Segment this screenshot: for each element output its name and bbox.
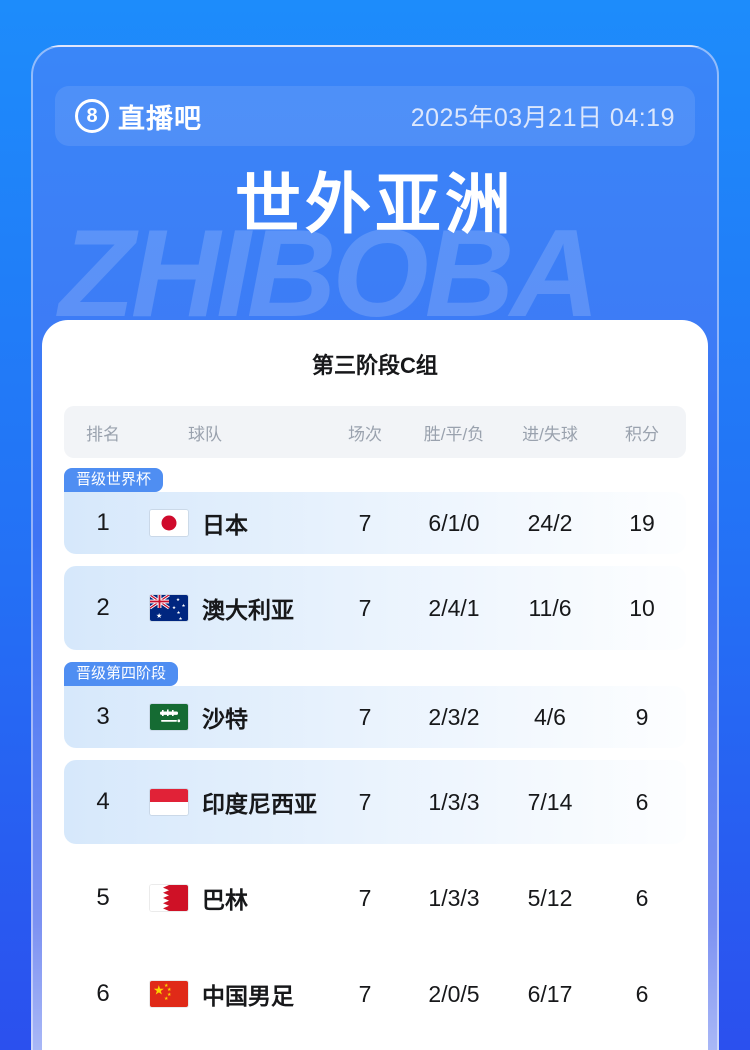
games-played: 7 (358, 884, 372, 911)
flag-saudi-arabia-icon (150, 704, 188, 730)
flag-bahrain-icon (150, 885, 188, 911)
header-points: 积分 (625, 424, 659, 444)
svg-text:★: ★ (177, 610, 181, 615)
rank: 2 (96, 594, 110, 621)
zhibo8-logo: 8 直播吧 (75, 97, 202, 136)
goals-for-against: 4/6 (534, 703, 566, 730)
table-row: 5 巴林 7 1/3/3 5/12 6 (64, 856, 686, 940)
points: 9 (635, 703, 649, 730)
table-row: 晋级第四阶段 3 (64, 662, 686, 748)
table-row: 6 ★ ★ ★ ★ ★ 中国男足 7 2/0/5 6/17 (64, 952, 686, 1036)
rank: 4 (96, 788, 110, 815)
team-name: 印度尼西亚 (202, 791, 317, 817)
card-title: 第三阶段C组 (312, 353, 438, 378)
header-team: 球队 (188, 424, 222, 444)
team-name: 沙特 (202, 706, 248, 732)
goals-for-against: 6/17 (527, 980, 573, 1007)
svg-text:★: ★ (179, 616, 183, 621)
points: 6 (635, 788, 649, 815)
svg-text:★: ★ (182, 603, 186, 608)
page-title: 世外亚洲 (235, 167, 515, 241)
header-bar: 8 直播吧 2025年03月21日 04:19 (55, 86, 695, 146)
standings-card: 第三阶段C组 排名 球队 场次 胜/平/负 进/失球 积分 晋级世界杯 1 (42, 320, 708, 1050)
win-draw-loss: 1/3/3 (428, 788, 480, 815)
table-row: 2 ★ ★ ★ ★ ★ ★ (64, 566, 686, 650)
points: 6 (635, 884, 649, 911)
svg-text:★: ★ (153, 983, 165, 998)
goals-for-against: 24/2 (527, 509, 573, 536)
datetime: 2025年03月21日 04:19 (410, 104, 675, 132)
qualify-stage4-badge: 晋级第四阶段 (64, 662, 179, 686)
points: 10 (629, 594, 655, 621)
rank: 3 (96, 703, 110, 730)
games-played: 7 (358, 788, 372, 815)
games-played: 7 (358, 594, 372, 621)
svg-text:★: ★ (164, 983, 169, 989)
qualify-world-cup-badge: 晋级世界杯 (64, 468, 164, 492)
flag-china-icon: ★ ★ ★ ★ ★ (150, 981, 188, 1007)
points: 6 (635, 980, 649, 1007)
games-played: 7 (358, 509, 372, 536)
svg-text:★: ★ (167, 992, 172, 998)
flag-indonesia-icon (150, 789, 188, 815)
header-goals: 进/失球 (522, 424, 578, 444)
logo-text: 直播吧 (118, 103, 202, 134)
table-header: 排名 球队 场次 胜/平/负 进/失球 积分 (64, 406, 686, 458)
svg-text:★: ★ (167, 987, 172, 993)
svg-text:★: ★ (156, 612, 162, 620)
goals-for-against: 11/6 (528, 594, 572, 621)
games-played: 7 (358, 703, 372, 730)
rank: 6 (96, 980, 110, 1007)
watermark: ZHIBOBA (59, 205, 600, 343)
goals-for-against: 5/12 (527, 884, 573, 911)
flag-japan-icon (150, 510, 188, 536)
rank: 5 (96, 884, 110, 911)
team-name: 澳大利亚 (202, 597, 294, 623)
goals-for-against: 7/14 (527, 788, 573, 815)
team-name: 巴林 (202, 887, 248, 913)
win-draw-loss: 2/3/2 (428, 703, 480, 730)
win-draw-loss: 2/0/5 (428, 980, 480, 1007)
points: 19 (629, 509, 655, 536)
svg-text:★: ★ (176, 597, 180, 602)
table-row: 晋级世界杯 1 日本 7 6/1/0 24/2 19 (64, 468, 686, 554)
win-draw-loss: 6/1/0 (428, 509, 480, 536)
table-row: 4 印度尼西亚 7 1/3/3 7/14 6 (64, 760, 686, 844)
svg-text:★: ★ (164, 996, 169, 1002)
header-rank: 排名 (86, 424, 120, 444)
blue-panel: 8 直播吧 2025年03月21日 04:19 世外亚洲 ZHIBOBA 第三阶… (31, 45, 719, 1050)
team-name: 日本 (202, 512, 248, 538)
games-played: 7 (358, 980, 372, 1007)
team-name: 中国男足 (202, 983, 294, 1009)
header-games: 场次 (348, 424, 382, 444)
flag-australia-icon: ★ ★ ★ ★ ★ ★ (150, 595, 188, 621)
rank: 1 (96, 509, 110, 536)
logo-8-icon: 8 (75, 99, 109, 133)
win-draw-loss: 2/4/1 (428, 594, 480, 621)
win-draw-loss: 1/3/3 (428, 884, 480, 911)
svg-text:★: ★ (172, 605, 176, 610)
header-wdl: 胜/平/负 (423, 424, 485, 444)
